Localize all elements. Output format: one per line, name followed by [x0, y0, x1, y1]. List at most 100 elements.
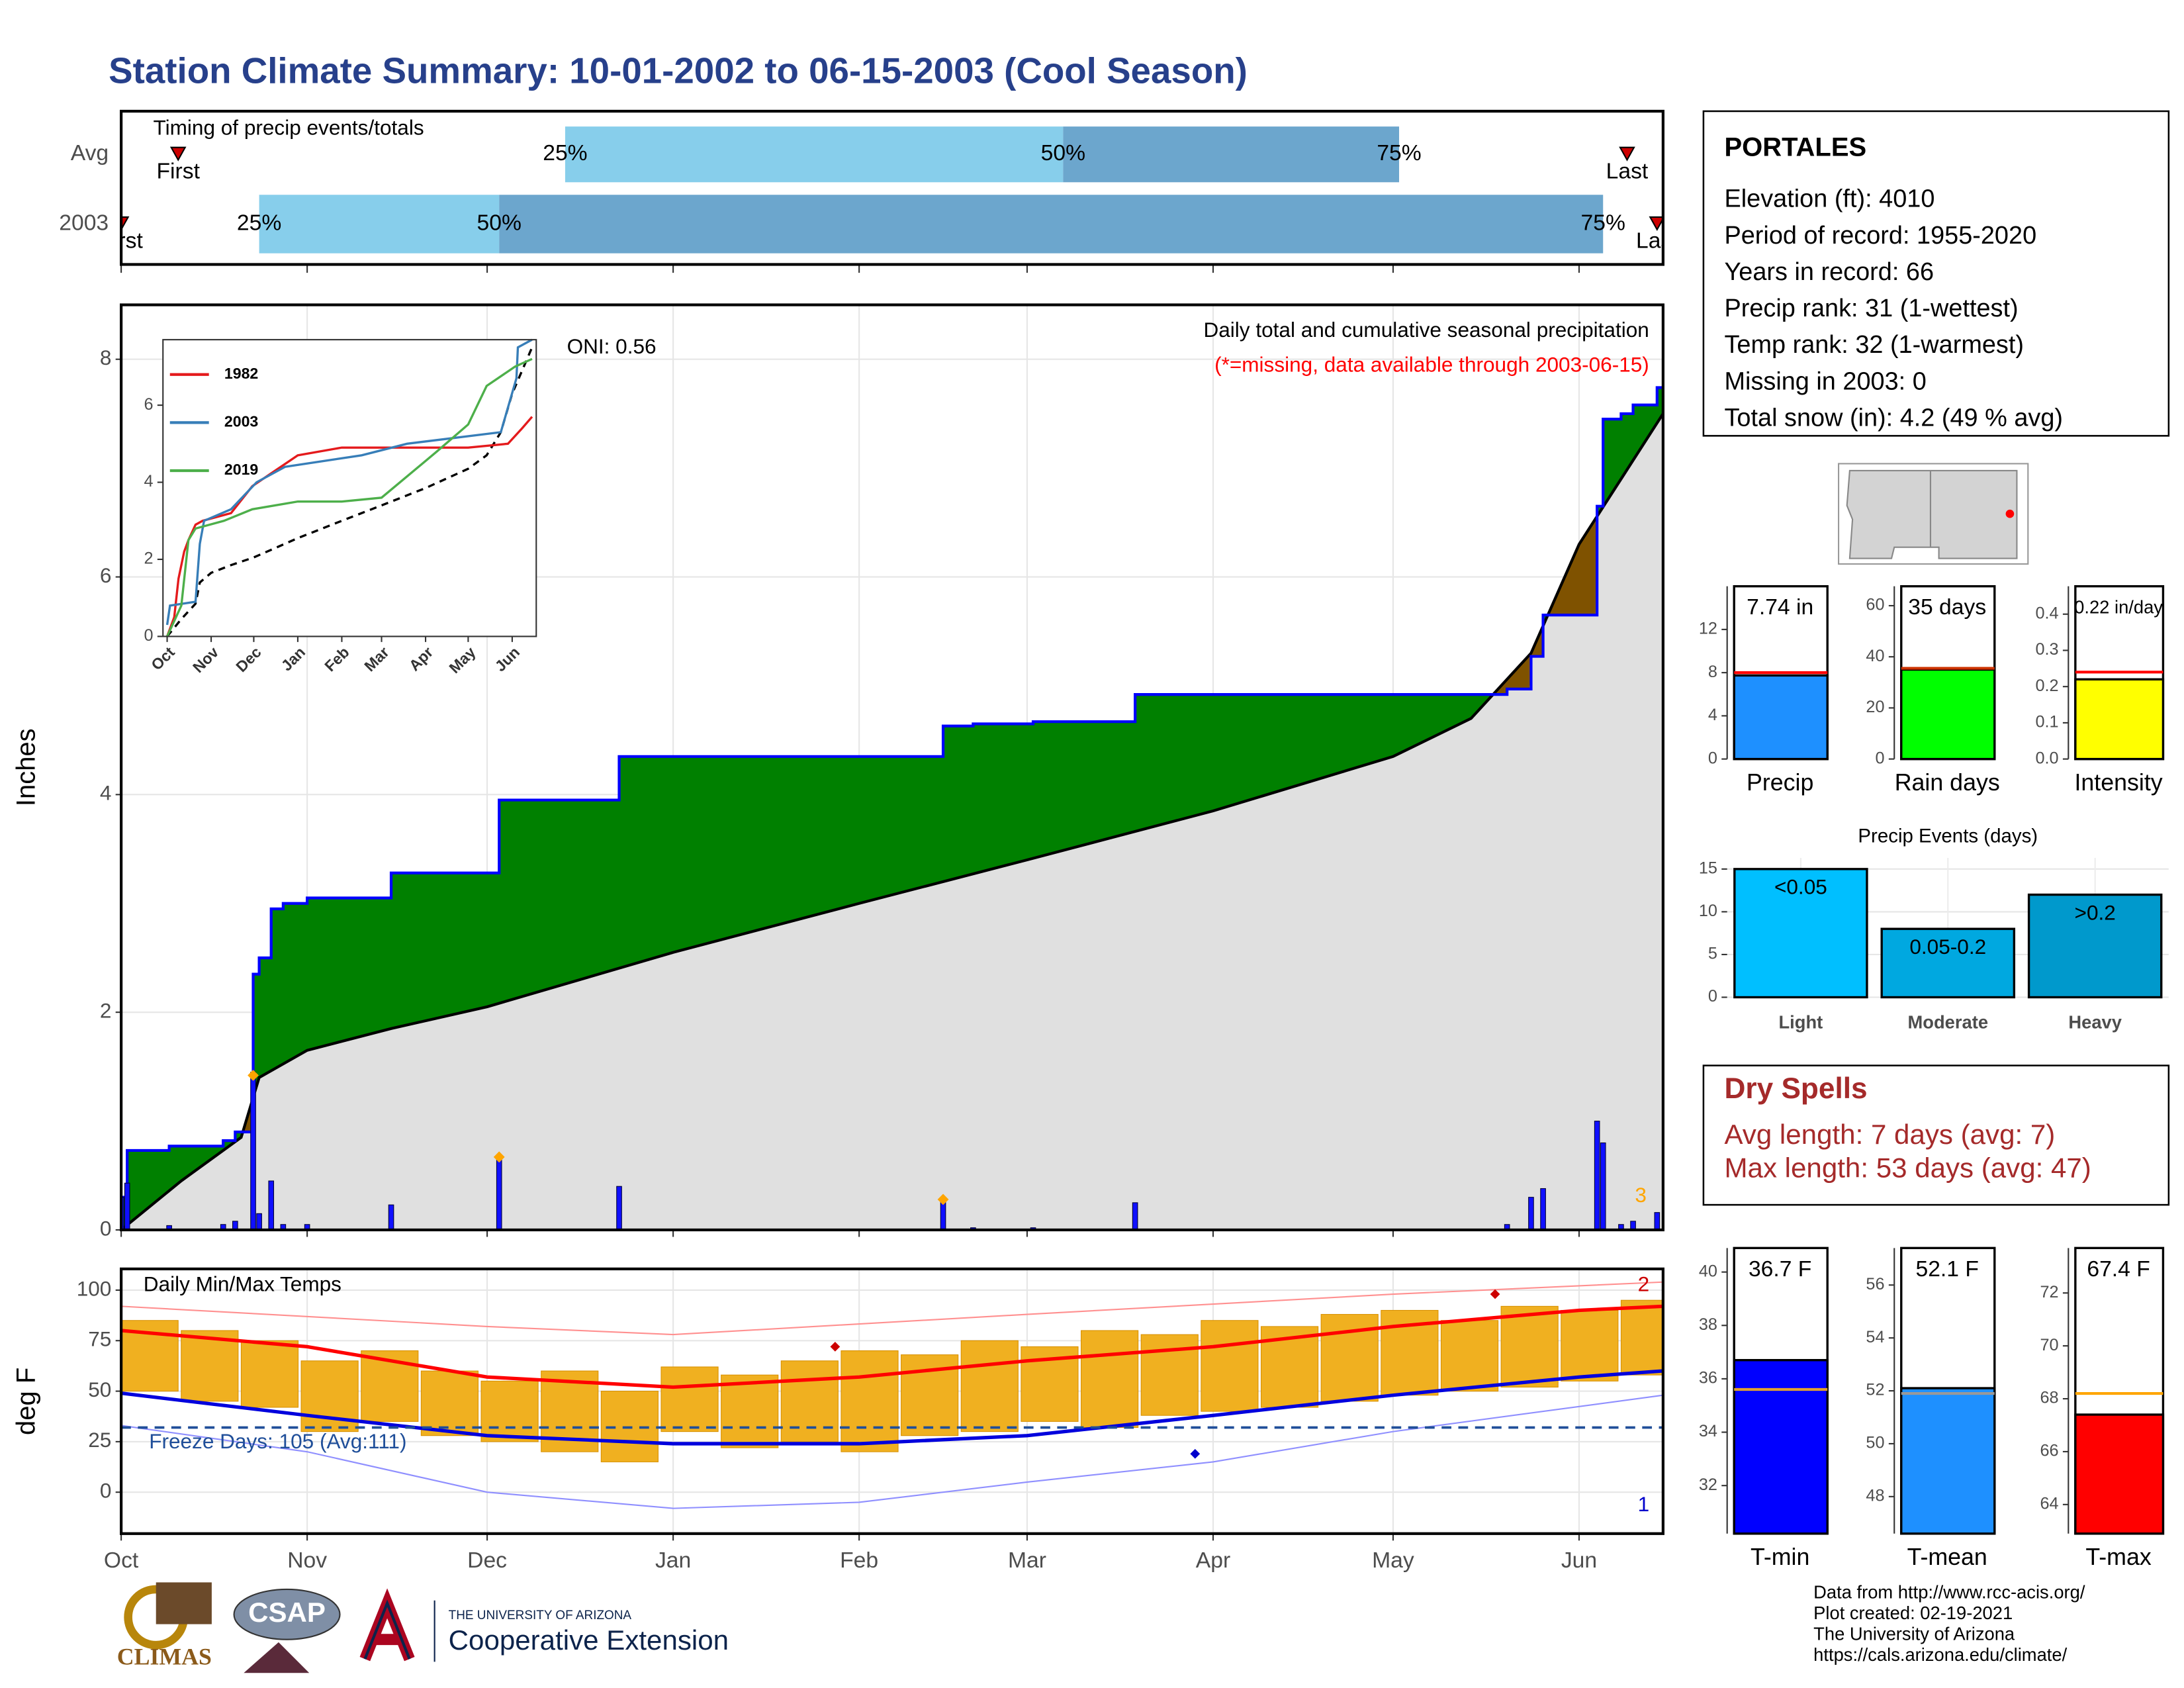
daily-bar	[256, 1213, 262, 1230]
daily-bar	[388, 1204, 394, 1230]
timing-label: First	[99, 229, 143, 254]
bar-label: <0.05	[1774, 875, 1827, 899]
dry-spells-line: Avg length: 7 days (avg: 7)	[1724, 1119, 2055, 1150]
credit-line: Plot created: 02-19-2021	[1813, 1603, 2013, 1623]
y-tick-label: 0.4	[2035, 604, 2058, 622]
y-tick-label: 32	[1699, 1476, 1717, 1494]
record-count: 1	[1638, 1492, 1650, 1516]
category-label: T-mean	[1907, 1544, 1987, 1570]
y-tick-label: 54	[1866, 1328, 1884, 1346]
temp-range-bar	[1140, 1334, 1199, 1416]
station-name: PORTALES	[1724, 132, 1866, 162]
bar	[1900, 1387, 1996, 1535]
temp-range-bar	[1500, 1305, 1559, 1387]
dry-spells-line: Max length: 53 days (avg: 47)	[1724, 1152, 2091, 1184]
logos: CLIMAS CSAP THE UNIVERSITY OF ARIZONA Co…	[117, 1582, 729, 1673]
row-label: 2003	[59, 211, 109, 235]
y-tick-label: 50	[88, 1378, 111, 1401]
record-marker	[937, 1194, 949, 1205]
station-line: Total snow (in): 4.2 (49 % avg)	[1724, 404, 2063, 432]
quartile-bar	[1063, 126, 1400, 183]
temp-range-bar	[841, 1350, 899, 1452]
timing-marker	[169, 146, 187, 162]
panel-title: Timing of precip events/totals	[154, 116, 424, 140]
y-axis-title: Inches	[12, 728, 41, 806]
dry-spells-box	[1702, 1064, 2170, 1206]
y-tick-label: 0	[100, 1216, 112, 1240]
normal-max-line	[121, 1304, 1663, 1389]
temp-range-bar	[181, 1330, 239, 1402]
x-tick-label: Jan	[655, 1548, 691, 1573]
station-line: Precip rank: 31 (1-wettest)	[1724, 295, 2018, 322]
panel-border	[119, 303, 1664, 1232]
category-label: Rain days	[1895, 769, 2000, 796]
y-tick-label: 48	[1866, 1487, 1884, 1505]
quartile-label: 75%	[1377, 141, 1421, 165]
locator-map	[1838, 463, 2029, 565]
daily-bar	[250, 1072, 256, 1230]
y-tick-label: 0	[1875, 749, 1884, 767]
station-line: Years in record: 66	[1724, 258, 1934, 286]
record-marker	[1190, 1448, 1201, 1459]
credit-line: Data from http://www.rcc-acis.org/	[1813, 1581, 2085, 1602]
y-tick-label: 36	[1699, 1369, 1717, 1387]
credits: Data from http://www.rcc-acis.org/Plot c…	[1813, 1581, 2085, 1665]
temp-plot	[121, 1268, 1663, 1534]
credit-line: The University of Arizona	[1813, 1624, 2015, 1644]
climas-logo	[156, 1582, 212, 1624]
quartile-label: 75%	[1581, 211, 1625, 235]
category-label: Precip	[1747, 769, 1813, 796]
quartile-label: 50%	[477, 211, 522, 235]
panel-border	[119, 1267, 1664, 1535]
y-tick-label: 64	[2040, 1495, 2058, 1513]
y-tick-label: 70	[2040, 1336, 2058, 1354]
timing-marker	[1619, 146, 1635, 162]
x-tick-label: Jun	[1561, 1548, 1597, 1573]
temp-range-bar	[1201, 1320, 1259, 1412]
value-label: 0.22 in/day	[2074, 597, 2163, 618]
y-tick-label: 25	[88, 1428, 111, 1452]
y-axis-title: deg F	[12, 1368, 41, 1435]
temp-range-bar	[721, 1374, 779, 1448]
temp-range-bar	[1440, 1320, 1499, 1392]
x-tick-label: Feb	[840, 1548, 878, 1573]
quartile-bar	[499, 195, 1604, 254]
daily-bar	[1630, 1221, 1636, 1230]
bar	[2027, 893, 2163, 999]
y-tick-label: 60	[1866, 596, 1884, 614]
chart-title: Daily Min/Max Temps	[144, 1272, 341, 1295]
bar	[2074, 678, 2165, 761]
timing-label: Last	[1606, 159, 1649, 183]
legend-label: 2003	[224, 412, 259, 430]
series-line	[166, 357, 533, 637]
station-dot	[2005, 509, 2015, 518]
y-tick-label: 0.0	[2035, 749, 2058, 767]
station-line: Temp rank: 32 (1-warmest)	[1724, 331, 2024, 359]
category-label: T-max	[2085, 1544, 2151, 1570]
normal-min-line	[121, 1369, 1663, 1446]
station-line: Missing in 2003: 0	[1724, 367, 1926, 395]
temp-range-bar	[420, 1370, 479, 1436]
daily-bar	[1594, 1121, 1600, 1230]
page-title: Station Climate Summary: 10-01-2002 to 0…	[109, 50, 1248, 91]
y-tick-label: 68	[2040, 1389, 2058, 1407]
temp-range-bar	[480, 1380, 539, 1442]
logo-text: Cooperative Extension	[449, 1624, 729, 1656]
y-tick-label: 56	[1866, 1275, 1884, 1293]
inset-bg	[163, 340, 537, 637]
daily-bar	[1528, 1197, 1534, 1230]
y-tick-label: 2	[100, 999, 112, 1023]
value-label: 52.1 F	[1916, 1257, 1979, 1282]
y-tick-label: 10	[1699, 902, 1717, 920]
bar	[1733, 1358, 1829, 1535]
temp-range-bar	[780, 1360, 839, 1442]
station-line: Elevation (ft): 4010	[1724, 185, 1934, 213]
chart-title: Precip Events (days)	[1858, 825, 2038, 847]
x-tick-label: Nov	[287, 1548, 327, 1573]
y-tick-label: 5	[1708, 945, 1717, 963]
y-tick-label: 0.2	[2035, 677, 2058, 695]
quartile-bar	[259, 195, 500, 254]
quartile-label: 25%	[237, 211, 281, 235]
